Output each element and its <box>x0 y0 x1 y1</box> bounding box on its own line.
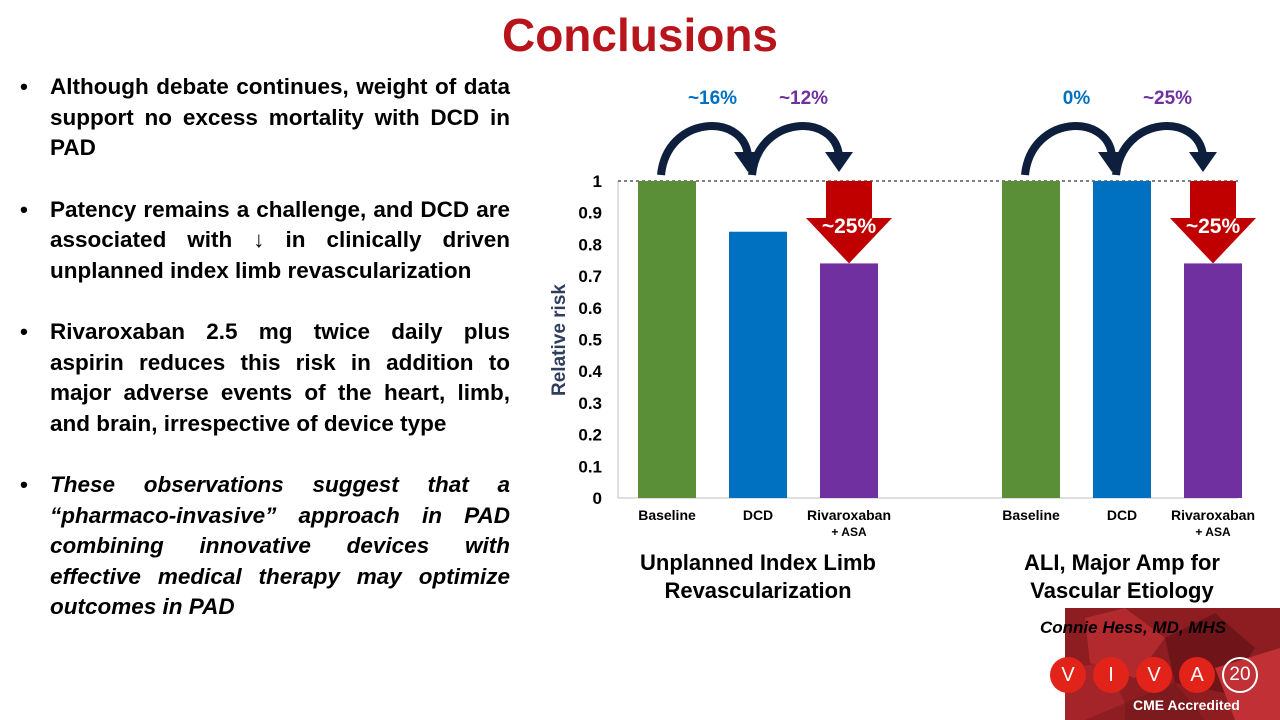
x-tick-label: + ASA <box>1195 525 1231 539</box>
x-tick-label: Rivaroxaban <box>807 507 891 523</box>
logo-letter: V <box>1050 657 1086 693</box>
change-label: 0% <box>1063 88 1091 109</box>
bullet-list: • Although debate continues, weight of d… <box>20 72 510 654</box>
bullet-item: • Patency remains a challenge, and DCD a… <box>20 195 510 287</box>
reduction-arrow <box>806 181 892 264</box>
y-tick-label: 0.6 <box>578 299 602 318</box>
viva-logo: V I V A 20 <box>1050 657 1258 693</box>
cme-accredited-label: CME Accredited <box>1133 697 1240 713</box>
relative-risk-chart: 0 0.1 0.2 0.3 0.4 0.5 0.6 0.7 0.8 0.9 1 Relative ri… <box>549 88 1256 603</box>
x-tick-label: DCD <box>1107 507 1137 523</box>
group-title: Revascularization <box>664 578 851 603</box>
change-label: ~25% <box>1143 88 1192 109</box>
curved-arrow-head <box>1189 152 1217 172</box>
y-tick-label: 0.5 <box>578 331 602 350</box>
reduction-label: ~25% <box>1186 215 1241 238</box>
bullet-marker: • <box>20 319 28 344</box>
bullet-item: • These observations suggest that a “pha… <box>20 470 510 623</box>
y-tick-label: 0.1 <box>578 457 602 476</box>
y-tick-label: 1 <box>593 172 602 191</box>
curved-arrow <box>748 122 843 176</box>
bullet-item: • Rivaroxaban 2.5 mg twice daily plus as… <box>20 317 510 439</box>
logo-year: 20 <box>1222 657 1258 693</box>
bullet-text: Patency remains a challenge, and DCD are… <box>50 196 510 283</box>
y-tick-label: 0.9 <box>578 204 602 223</box>
bar <box>1184 263 1242 498</box>
author-credit: Connie Hess, MD, MHS <box>1040 618 1227 637</box>
bullet-marker: • <box>20 196 28 222</box>
x-tick-label: Baseline <box>638 507 696 523</box>
bar <box>729 231 787 498</box>
y-tick-label: 0.7 <box>578 267 602 286</box>
curved-arrow <box>1112 122 1207 176</box>
y-tick-label: 0.4 <box>578 362 602 381</box>
x-tick-label: DCD <box>743 507 773 523</box>
reduction-arrow <box>1170 181 1256 264</box>
y-tick-label: 0.8 <box>578 235 602 254</box>
change-label: ~12% <box>779 88 828 109</box>
bullet-item: • Although debate continues, weight of d… <box>20 72 510 164</box>
y-tick-label: 0 <box>593 489 602 508</box>
y-tick-label: 0.3 <box>578 394 602 413</box>
group-title: Unplanned Index Limb <box>640 550 876 575</box>
logo-letter: I <box>1093 657 1129 693</box>
bar <box>638 181 696 498</box>
y-tick-label: 0.2 <box>578 426 602 445</box>
y-axis-title: Relative risk <box>549 284 570 396</box>
curved-arrow-head <box>825 152 853 172</box>
bullet-marker: • <box>20 472 28 497</box>
bullet-text: Rivaroxaban 2.5 mg twice daily plus aspi… <box>50 319 510 436</box>
change-label: ~16% <box>688 88 737 109</box>
bullet-text: Although debate continues, weight of dat… <box>50 74 510 160</box>
bar <box>1002 181 1060 498</box>
x-tick-label: + ASA <box>831 525 867 539</box>
logo-letter: V <box>1136 657 1172 693</box>
bullet-text: These observations suggest that a “pharm… <box>50 472 510 619</box>
curved-arrow <box>1021 122 1116 176</box>
curved-arrow <box>657 122 752 176</box>
bar <box>820 263 878 498</box>
bullet-marker: • <box>20 74 28 99</box>
slide-title: Conclusions <box>501 9 779 61</box>
x-tick-label: Rivaroxaban <box>1171 507 1255 523</box>
x-tick-label: Baseline <box>1002 507 1060 523</box>
group-title: ALI, Major Amp for <box>1024 550 1220 575</box>
bar <box>1093 181 1151 498</box>
reduction-label: ~25% <box>822 215 877 238</box>
logo-letter: A <box>1179 657 1215 693</box>
group-title: Vascular Etiology <box>1030 578 1214 603</box>
